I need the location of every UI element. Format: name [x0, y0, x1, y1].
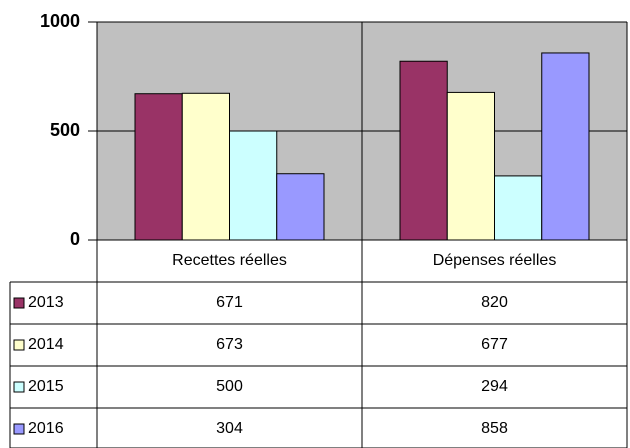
- table-value: 820: [481, 294, 508, 311]
- y-tick-label: 0: [70, 229, 80, 249]
- legend-swatch: [13, 423, 25, 435]
- y-tick-label: 500: [50, 120, 80, 140]
- category-label: Dépenses réelles: [433, 252, 557, 269]
- bar: [446, 91, 495, 241]
- legend-swatch: [13, 381, 25, 393]
- legend-label: 2015: [28, 378, 64, 395]
- category-label: Recettes réelles: [172, 252, 287, 269]
- bar: [276, 173, 325, 241]
- table-value: 500: [216, 378, 243, 395]
- legend-label: 2016: [28, 420, 64, 437]
- table-value: 671: [216, 294, 243, 311]
- bar: [229, 130, 278, 241]
- bar: [181, 92, 230, 241]
- bar: [399, 60, 448, 241]
- table-value: 858: [481, 420, 508, 437]
- table-value: 294: [481, 378, 508, 395]
- y-tick-label: 1000: [40, 11, 80, 31]
- table-value: 304: [216, 420, 243, 437]
- table-value: 673: [216, 336, 243, 353]
- bar: [494, 175, 543, 241]
- legend-label: 2013: [28, 294, 64, 311]
- legend-label: 2014: [28, 336, 64, 353]
- bar: [134, 93, 183, 241]
- legend-swatch: [13, 339, 25, 351]
- legend-swatch: [13, 297, 25, 309]
- table-value: 677: [481, 336, 508, 353]
- bar: [541, 52, 590, 241]
